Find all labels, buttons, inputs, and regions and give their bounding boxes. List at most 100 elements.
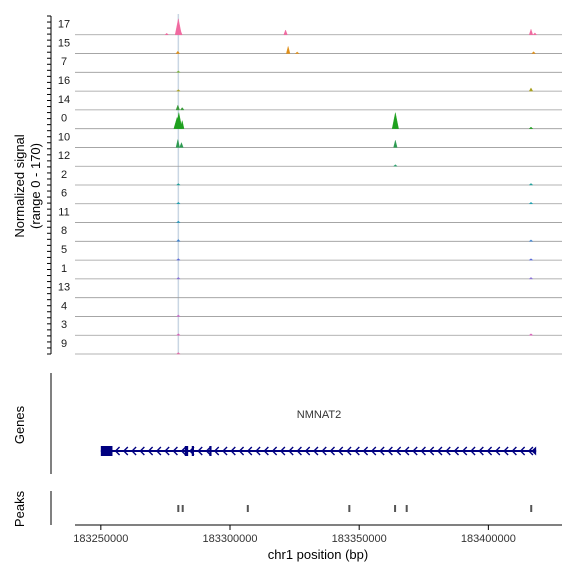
x-axis-title: chr1 position (bp) [268,547,368,562]
strand-arrow [527,446,534,456]
peaks-track-title: Peaks [12,490,27,527]
strand-arrow [354,446,360,456]
peak-region [405,505,408,512]
coverage-peak [528,87,534,92]
peak-region [530,505,533,512]
strand-arrow [213,446,220,456]
coverage-peak [528,258,534,261]
track-label: 3 [61,319,67,331]
strand-arrow [486,446,493,456]
gene-exon [100,446,113,456]
coverage-peak [528,277,534,280]
strand-arrow [296,446,302,456]
track-label: 1 [61,263,67,275]
strand-arrow [263,446,269,456]
strand-arrow [131,446,137,456]
track-label: 7 [61,56,67,68]
track-label: 13 [58,282,70,294]
strand-arrow [180,446,187,456]
strand-arrow [420,446,426,456]
strand-arrow [494,446,501,456]
coverage-peak [528,183,534,186]
strand-arrow [379,446,385,456]
strand-arrow [230,446,236,456]
coverage-peak [175,89,181,92]
strand-arrow [288,446,294,456]
strand-arrow [255,446,261,456]
track-label: 17 [58,19,70,31]
x-axis-tick-label: 183250000 [73,533,128,545]
track-label: 0 [61,113,67,125]
coverage-y-axis-ticks [47,15,51,355]
x-axis-ticks: 183250000 183300000 183350000 183400000 [73,525,516,545]
coverage-peak [180,107,185,111]
strand-arrow [122,446,129,456]
strand-arrow [412,446,418,456]
gene-model [100,446,537,456]
track-label: 8 [61,225,67,237]
coverage-peak [175,202,181,204]
coverage-peak [174,18,182,35]
coverage-peak [532,32,538,35]
x-axis-tick-label: 183350000 [332,533,387,545]
strand-arrow [362,446,369,456]
track-label: 16 [58,75,70,87]
strand-arrow [329,446,336,456]
coverage-peak [175,258,181,261]
track-label: 14 [58,94,70,106]
coverage-peak [528,28,534,35]
coverage-peak [175,183,181,186]
peak-region [246,505,249,512]
coverage-peak [393,140,398,148]
gene-exon [209,446,212,456]
coverage-peak [178,30,183,35]
strand-arrow [114,446,121,456]
coverage-peak [175,112,183,129]
track-label: 5 [61,244,67,256]
coverage-peak [176,239,181,242]
coverage-peak [180,120,185,129]
coverage-peak [528,126,534,129]
track-label: 2 [61,169,67,181]
strand-arrow [461,446,468,456]
coverage-peak [528,202,534,204]
coverage-peak [164,33,170,35]
coverage-peak [175,70,181,73]
gene-name-label: NMNAT2 [297,409,341,421]
strand-arrow [321,446,327,456]
strand-arrow [172,446,178,456]
coverage-peak [528,333,534,336]
strand-arrow [139,446,145,456]
coverage-peak [175,333,181,336]
gene-exon [184,446,189,456]
strand-arrow [337,446,344,456]
coverage-peak [175,104,180,111]
strand-arrow [428,446,435,456]
coverage-peak [175,220,181,223]
genes-track-title: Genes [12,405,27,444]
peak-region [348,505,351,512]
strand-arrow [205,446,211,456]
strand-arrow [395,446,402,456]
strand-arrow [436,446,443,456]
coverage-peak [393,164,398,167]
strand-arrow [445,446,451,456]
strand-arrow [370,446,377,456]
coverage-peak [175,139,180,148]
strand-arrow [271,446,278,456]
coverage-panel: 17 15 7 16 14 0 10 12 2 6 11 8 5 1 13 4 3 9 [58,14,562,355]
coverage-peak [175,352,181,355]
peak-region [394,505,397,512]
coverage-peak [175,314,181,317]
coverage-peak [286,46,291,54]
strand-arrow [453,446,460,456]
strand-arrow [312,446,319,456]
coverage-y-axis-title-line2: (range 0 - 170) [28,143,43,229]
peak-region [181,505,184,512]
gene-exon [191,446,194,456]
coverage-peak [283,29,288,35]
strand-arrow [164,446,170,456]
track-label: 9 [61,338,67,350]
